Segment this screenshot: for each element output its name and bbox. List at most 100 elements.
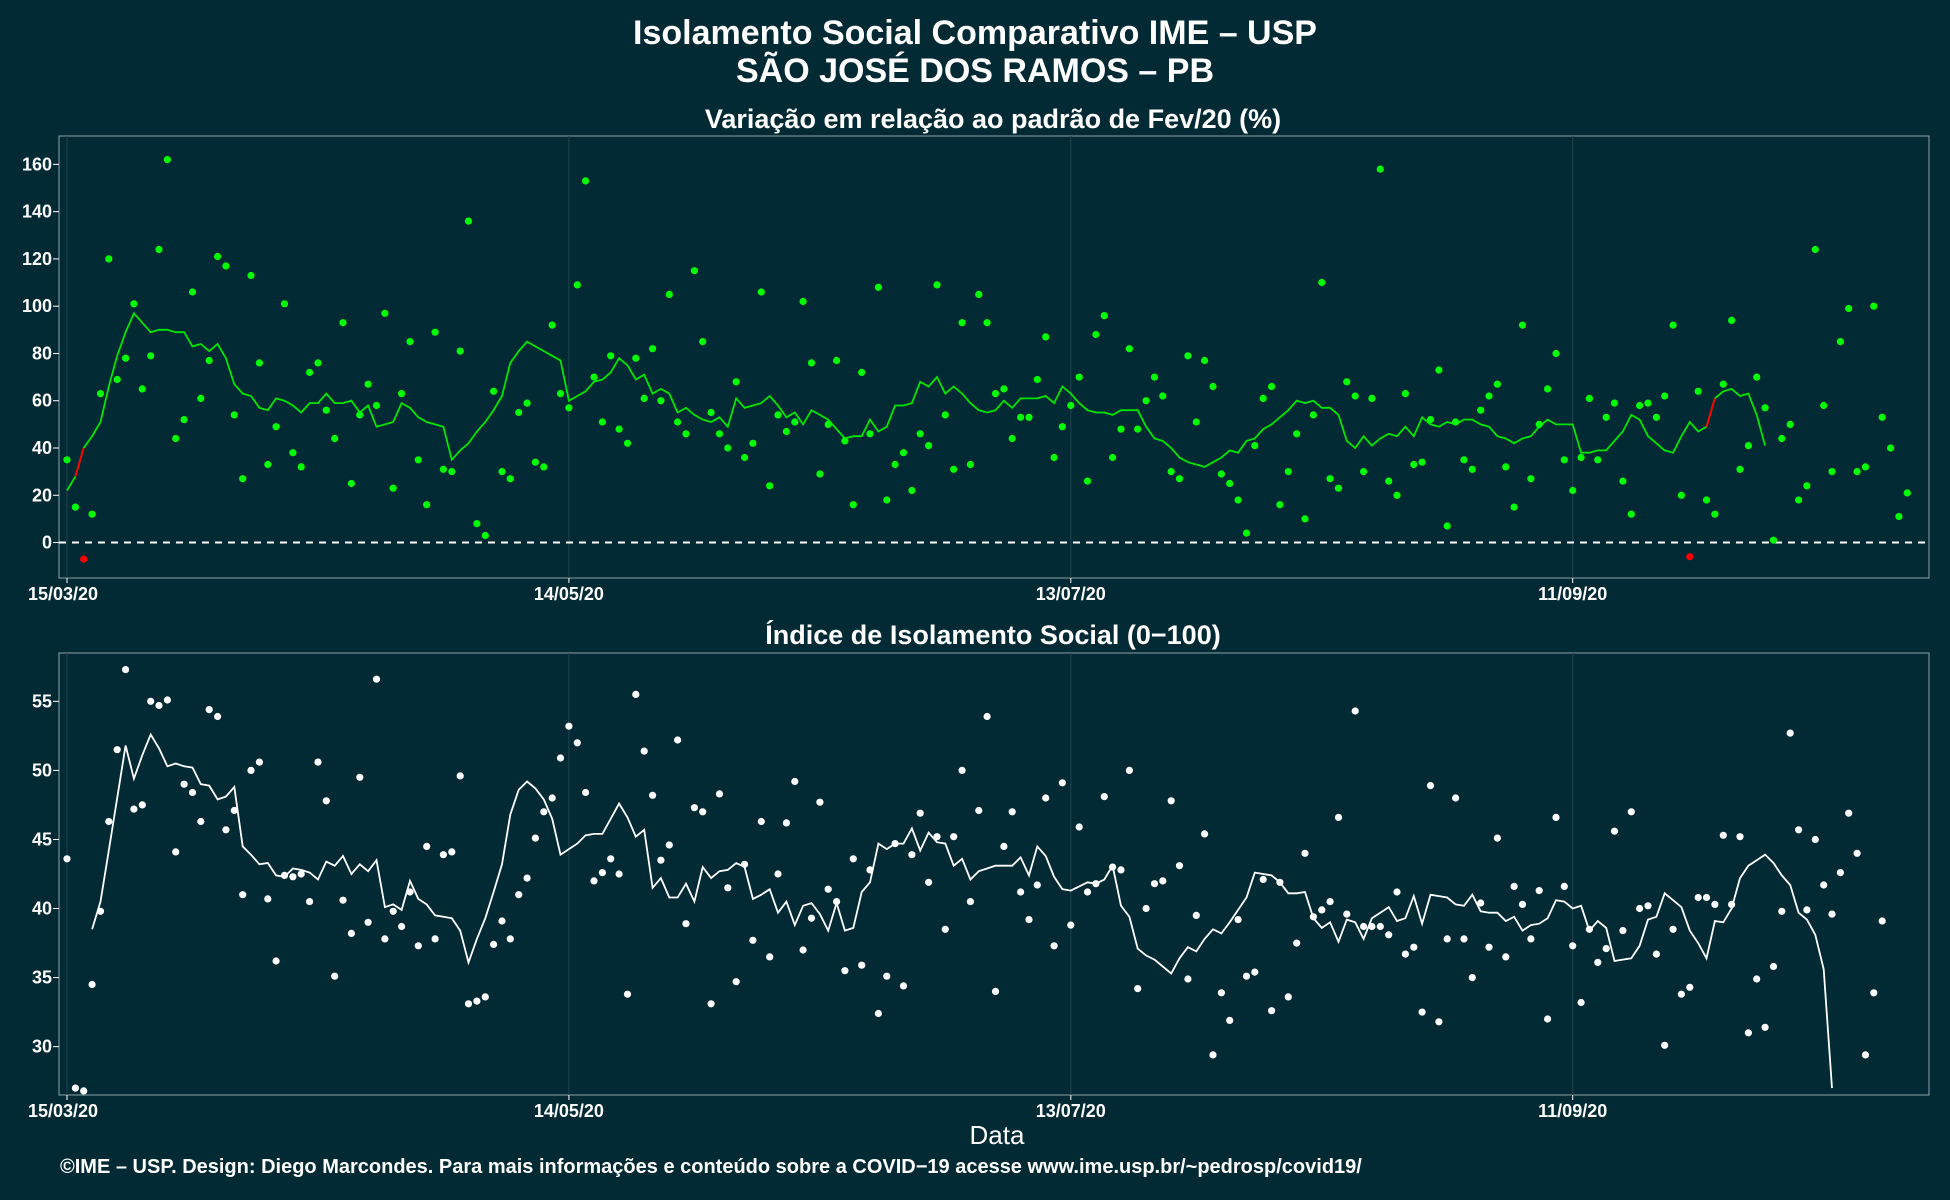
- panel-variation: Variação em relação ao padrão de Fev/20 …: [22, 104, 1930, 604]
- data-point: [414, 456, 422, 464]
- data-point: [1452, 794, 1460, 802]
- data-point: [1510, 882, 1518, 891]
- data-point: [331, 972, 339, 980]
- data-point: [322, 797, 330, 805]
- x-ticks-variation: 15/03/20 14/05/20 13/07/20 11/09/20: [28, 578, 1607, 604]
- y-tick-label: 40: [32, 438, 52, 458]
- data-point: [1125, 766, 1133, 775]
- data-point: [657, 856, 665, 864]
- data-point: [1293, 939, 1301, 947]
- data-point: [615, 425, 623, 433]
- data-point: [414, 942, 422, 950]
- data-point: [1577, 453, 1585, 462]
- data-point: [1544, 1015, 1552, 1023]
- data-point: [197, 817, 205, 826]
- data-point: [1636, 401, 1644, 410]
- data-point: [197, 394, 205, 402]
- data-point: [523, 399, 531, 407]
- data-point: [632, 354, 640, 362]
- data-point: [782, 819, 791, 827]
- data-point: [314, 359, 322, 367]
- data-point: [958, 319, 966, 327]
- data-point: [707, 408, 715, 417]
- data-point: [1075, 823, 1083, 831]
- data-point: [1845, 304, 1853, 313]
- data-point: [715, 430, 724, 438]
- data-point: [247, 766, 255, 775]
- data-point: [80, 1087, 88, 1095]
- data-point: [147, 352, 155, 360]
- data-point: [1853, 849, 1861, 857]
- data-point: [1008, 434, 1016, 443]
- data-point: [205, 356, 213, 365]
- data-point: [239, 475, 247, 483]
- data-point: [883, 972, 891, 980]
- data-point: [297, 463, 305, 471]
- negative-line-segment: [1705, 398, 1716, 428]
- data-point: [214, 252, 222, 261]
- data-point: [1527, 475, 1535, 483]
- data-point: [1803, 906, 1811, 914]
- data-point: [456, 347, 464, 355]
- data-point: [556, 390, 565, 398]
- data-point: [423, 842, 431, 851]
- data-point: [1058, 423, 1066, 431]
- data-point: [1159, 877, 1167, 885]
- data-point: [791, 777, 799, 786]
- data-point: [540, 808, 548, 816]
- y-tick-label: 50: [32, 760, 52, 780]
- data-point: [1234, 496, 1242, 504]
- data-point: [807, 914, 816, 922]
- data-point: [1268, 382, 1276, 391]
- data-point: [1276, 878, 1284, 886]
- data-point: [172, 434, 180, 443]
- data-point: [1000, 842, 1008, 851]
- data-point: [1493, 834, 1501, 842]
- data-point: [314, 758, 322, 766]
- data-point: [1535, 887, 1543, 895]
- data-point: [950, 833, 958, 841]
- data-point: [247, 271, 255, 280]
- data-point: [1334, 484, 1343, 492]
- data-point: [1167, 468, 1175, 476]
- data-point: [1209, 1051, 1217, 1059]
- data-point: [833, 356, 841, 365]
- data-point: [883, 496, 891, 504]
- data-point: [858, 368, 866, 376]
- data-point: [306, 368, 314, 376]
- data-point: [364, 918, 372, 926]
- data-point: [1100, 312, 1108, 320]
- data-point: [1510, 503, 1518, 511]
- data-point: [163, 696, 171, 704]
- data-point: [649, 345, 657, 353]
- data-point: [799, 946, 807, 954]
- data-point: [1744, 442, 1752, 450]
- data-point: [941, 925, 949, 933]
- data-point: [1217, 470, 1225, 478]
- data-point: [1217, 989, 1225, 997]
- data-point: [222, 262, 230, 270]
- data-point: [1351, 707, 1359, 715]
- data-point: [1820, 401, 1828, 410]
- data-point: [1443, 935, 1451, 943]
- data-point: [506, 475, 514, 483]
- data-point: [640, 394, 648, 402]
- data-point: [665, 290, 673, 298]
- data-point: [1201, 830, 1209, 838]
- data-point: [1786, 729, 1794, 737]
- data-point: [1736, 833, 1744, 841]
- data-point: [264, 460, 272, 469]
- y-tick-label: 40: [32, 899, 52, 919]
- data-point: [1652, 413, 1660, 421]
- data-point: [849, 501, 857, 509]
- data-point: [958, 766, 966, 775]
- data-point: [916, 809, 924, 817]
- data-point: [1686, 983, 1694, 991]
- data-point: [966, 460, 975, 469]
- data-point: [180, 780, 188, 788]
- data-point: [1836, 869, 1844, 877]
- data-point: [1694, 387, 1702, 395]
- data-point: [1728, 316, 1736, 324]
- y-tick-label: 160: [22, 154, 52, 174]
- data-point: [1418, 1008, 1426, 1016]
